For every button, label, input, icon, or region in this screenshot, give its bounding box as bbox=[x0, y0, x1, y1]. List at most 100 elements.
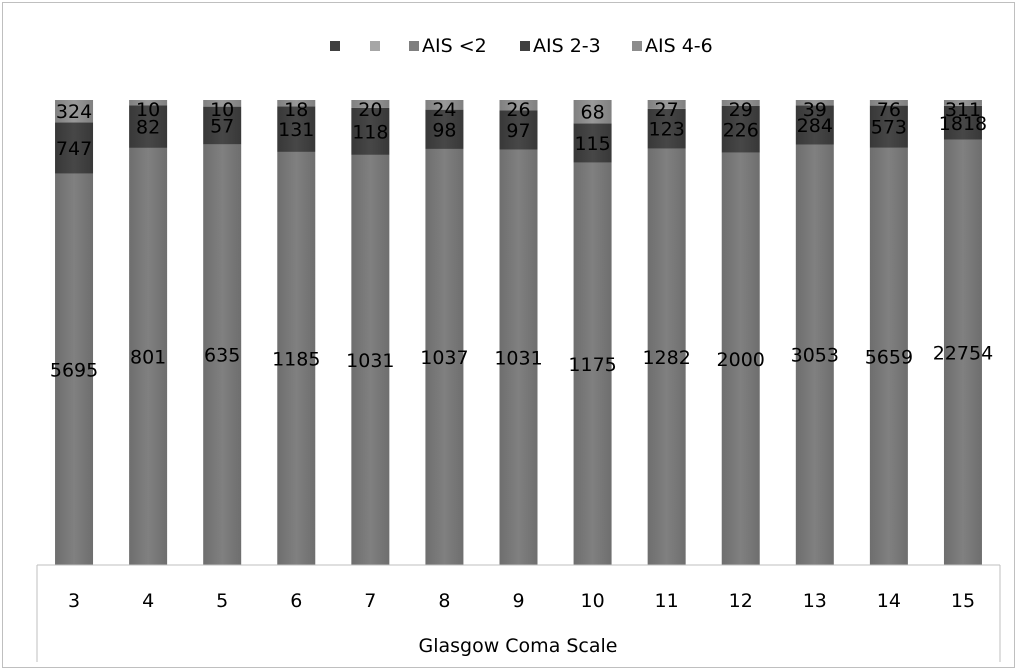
x-tick-label-3: 3 bbox=[68, 590, 80, 612]
bar-segment-7-2 bbox=[351, 100, 390, 108]
legend-swatch-4 bbox=[632, 41, 642, 51]
bar-segment-13-2 bbox=[795, 100, 834, 106]
x-tick-label-7: 7 bbox=[364, 590, 376, 612]
data-label-8-0: 1037 bbox=[420, 347, 468, 369]
legend-swatch-2 bbox=[409, 41, 419, 51]
data-label-5-2: 10 bbox=[210, 99, 234, 121]
data-label-15-0: 22754 bbox=[933, 342, 993, 364]
data-label-6-2: 18 bbox=[284, 99, 308, 121]
x-tick-label-6: 6 bbox=[290, 590, 302, 612]
bar-segment-14-2 bbox=[869, 100, 908, 106]
bar-segment-10-1 bbox=[573, 123, 612, 163]
x-tick-label-4: 4 bbox=[142, 590, 154, 612]
bar-segment-12-2 bbox=[721, 100, 760, 106]
bar-segment-5-2 bbox=[203, 100, 242, 107]
data-label-8-2: 24 bbox=[432, 99, 456, 121]
bar-segment-5-1 bbox=[203, 106, 242, 145]
legend-label-2: AIS <2 bbox=[422, 35, 487, 57]
bar-segment-15-1 bbox=[943, 105, 982, 140]
bar-segment-9-2 bbox=[499, 100, 538, 111]
bar-segment-4-2 bbox=[129, 100, 168, 106]
bar-segment-8-0 bbox=[425, 148, 464, 565]
legend: AIS <2 AIS 2-3 AIS 4-6 bbox=[330, 35, 713, 57]
data-label-6-0: 1185 bbox=[272, 348, 320, 370]
data-label-13-1: 284 bbox=[797, 115, 833, 137]
bar-segment-9-0 bbox=[499, 149, 538, 565]
data-label-12-0: 2000 bbox=[717, 349, 765, 371]
data-label-3-2: 324 bbox=[56, 101, 92, 123]
data-label-3-1: 747 bbox=[56, 138, 92, 160]
bar-segment-15-2 bbox=[943, 100, 982, 106]
data-label-12-1: 226 bbox=[723, 119, 759, 141]
bar-segment-15-0 bbox=[943, 139, 982, 566]
bar-segment-12-1 bbox=[721, 105, 760, 153]
bar-segment-5-0 bbox=[203, 144, 242, 565]
bar-segment-7-1 bbox=[351, 107, 390, 155]
data-label-13-2: 39 bbox=[803, 99, 827, 121]
data-label-13-0: 3053 bbox=[791, 345, 839, 367]
data-label-9-2: 26 bbox=[506, 99, 530, 121]
bar-segment-6-0 bbox=[277, 151, 316, 565]
x-axis: 3 4 5 6 7 8 9 10 11 12 13 14 15 Glasgow Coma Scale bbox=[36, 564, 1001, 662]
bar-segment-8-2 bbox=[425, 100, 464, 110]
x-tick-label-11: 11 bbox=[655, 590, 679, 612]
bar-segment-3-2 bbox=[55, 100, 94, 123]
data-label-15-1: 1818 bbox=[939, 113, 987, 135]
x-tick-label-5: 5 bbox=[216, 590, 228, 612]
data-label-11-1: 123 bbox=[649, 119, 685, 141]
data-label-14-0: 5659 bbox=[865, 346, 913, 368]
data-label-8-1: 98 bbox=[432, 119, 456, 141]
data-label-4-0: 801 bbox=[130, 346, 166, 368]
bar-segment-8-1 bbox=[425, 109, 464, 149]
x-tick-label-13: 13 bbox=[803, 590, 827, 612]
data-label-5-1: 57 bbox=[210, 116, 234, 138]
data-label-14-2: 76 bbox=[877, 99, 901, 121]
legend-swatch-1 bbox=[370, 41, 380, 51]
data-label-10-0: 1175 bbox=[568, 354, 616, 376]
bar-segment-11-1 bbox=[647, 108, 686, 149]
bar-segment-6-2 bbox=[277, 100, 316, 107]
bar-segment-6-1 bbox=[277, 106, 316, 152]
x-axis-title: Glasgow Coma Scale bbox=[418, 635, 617, 657]
data-label-12-2: 29 bbox=[729, 99, 753, 121]
x-tick-label-10: 10 bbox=[580, 590, 604, 612]
bar-segment-13-0 bbox=[795, 144, 834, 566]
legend-swatch-3 bbox=[520, 41, 530, 51]
x-tick-label-12: 12 bbox=[729, 590, 753, 612]
bar-segment-11-0 bbox=[647, 148, 686, 565]
data-label-10-2: 68 bbox=[580, 102, 604, 124]
x-tick-label-15: 15 bbox=[951, 590, 975, 612]
data-label-4-1: 82 bbox=[136, 117, 160, 139]
data-label-10-1: 115 bbox=[574, 133, 610, 155]
data-label-14-1: 573 bbox=[871, 117, 907, 139]
bar-segment-10-0 bbox=[573, 162, 612, 565]
x-tick-label-9: 9 bbox=[512, 590, 524, 612]
bar-segment-3-1 bbox=[55, 122, 94, 174]
data-label-11-0: 1282 bbox=[642, 347, 690, 369]
plot-area: 5695747324801821063557101185131181031118… bbox=[50, 99, 993, 566]
legend-label-3: AIS 2-3 bbox=[533, 35, 601, 57]
bar-segment-3-0 bbox=[55, 173, 94, 566]
data-label-11-2: 27 bbox=[655, 99, 679, 121]
data-label-15-2: 311 bbox=[945, 99, 981, 121]
bar-segment-9-1 bbox=[499, 110, 538, 150]
bar-segment-12-0 bbox=[721, 152, 760, 565]
data-label-7-2: 20 bbox=[358, 99, 382, 121]
bar-segment-14-0 bbox=[869, 147, 908, 565]
x-tick-label-14: 14 bbox=[877, 590, 901, 612]
data-label-6-1: 131 bbox=[278, 119, 314, 141]
legend-label-4: AIS 4-6 bbox=[645, 35, 713, 57]
data-label-5-0: 635 bbox=[204, 345, 240, 367]
x-tick-label-8: 8 bbox=[438, 590, 450, 612]
bar-segment-11-2 bbox=[647, 100, 686, 109]
data-label-4-2: 10 bbox=[136, 99, 160, 121]
data-label-9-1: 97 bbox=[506, 120, 530, 142]
bar-segment-13-1 bbox=[795, 105, 834, 145]
legend-swatch-0 bbox=[330, 41, 340, 51]
data-label-7-1: 118 bbox=[352, 121, 388, 143]
bar-segment-4-0 bbox=[129, 147, 168, 565]
bar-segment-10-2 bbox=[573, 100, 612, 124]
data-label-7-0: 1031 bbox=[346, 350, 394, 372]
bar-segment-7-0 bbox=[351, 154, 390, 565]
